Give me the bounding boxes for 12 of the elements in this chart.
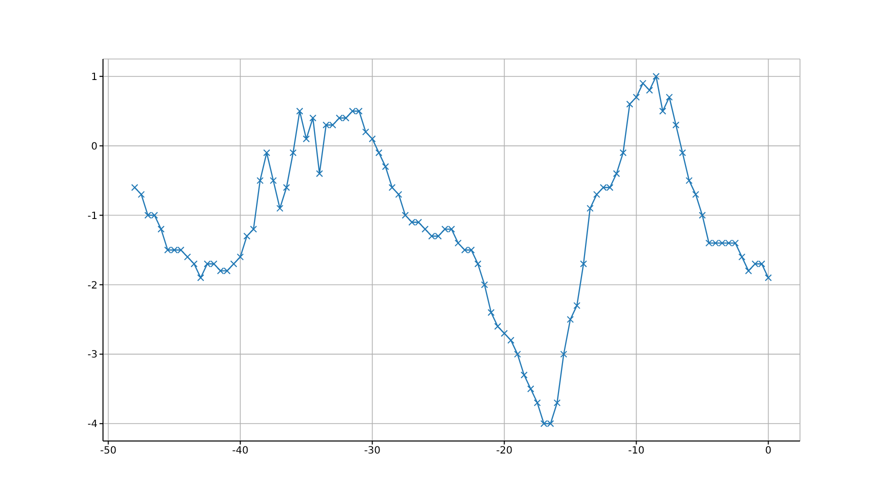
x-tick-label: -50: [100, 446, 116, 457]
x-tick-label: -10: [628, 446, 644, 457]
y-tick-label: 0: [91, 141, 98, 152]
x-tick-label: -20: [496, 446, 512, 457]
x-tick-label: -30: [364, 446, 380, 457]
y-tick-label: 1: [91, 72, 98, 83]
y-tick-label: -4: [88, 419, 98, 430]
y-tick-label: -2: [88, 280, 98, 292]
x-tick-label: -40: [232, 446, 248, 457]
x-tick-label: 0: [765, 446, 772, 457]
y-tick-label: -1: [88, 210, 98, 222]
y-tick-label: -3: [88, 350, 98, 361]
